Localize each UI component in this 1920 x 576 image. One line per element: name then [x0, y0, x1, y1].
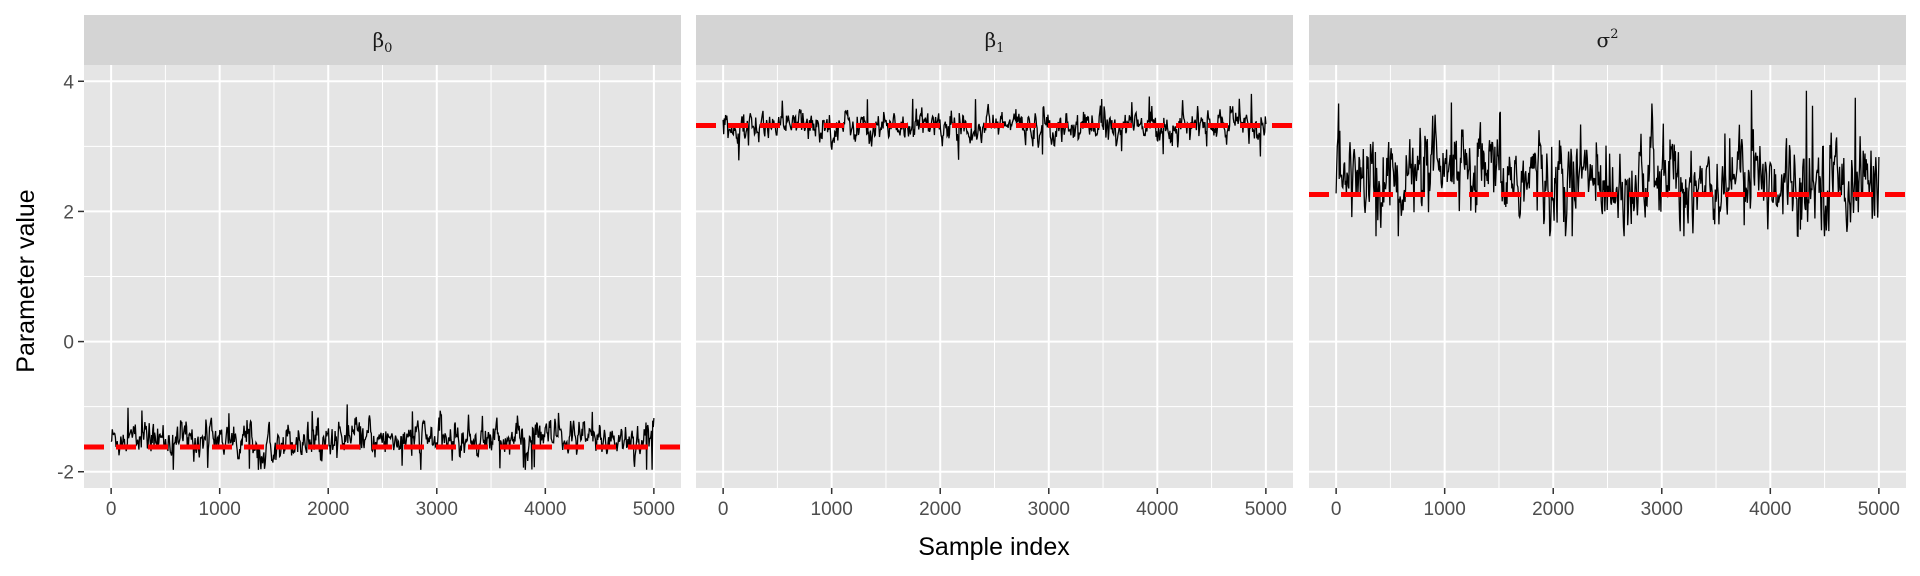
strip-label: β1: [985, 28, 1005, 56]
strip-header: [1309, 15, 1906, 65]
x-tick-label: 3000: [1028, 499, 1070, 520]
y-axis-title-text: Parameter value: [12, 189, 40, 372]
x-tick-label: 2000: [1532, 499, 1574, 520]
y-tick-label: 4: [63, 72, 74, 93]
strip-header: [696, 15, 1293, 65]
x-tick-label: 4000: [1136, 499, 1178, 520]
x-axis-title-text: Sample index: [918, 533, 1070, 561]
y-tick-label: 0: [63, 333, 74, 354]
strip-label: β0: [373, 28, 393, 56]
x-tick-label: 0: [106, 499, 117, 520]
x-tick-label: 5000: [633, 499, 675, 520]
strip-header: [84, 15, 681, 65]
x-tick-label: 1000: [199, 499, 241, 520]
x-tick-label: 3000: [1641, 499, 1683, 520]
trace-line: [1335, 90, 1880, 238]
panel-3: σ2 0 1000 2000 3000 4000 5000: [1309, 15, 1906, 520]
x-tick-label: 2000: [919, 499, 961, 520]
x-tick-label: 1000: [1424, 499, 1466, 520]
x-tick-label: 3000: [416, 499, 458, 520]
y-tick-label: -2: [57, 463, 74, 484]
panel-1: β0 0 1000 2000 3000 4000 5000 -2 0 2 4: [57, 15, 681, 520]
strip-label: σ2: [1597, 27, 1619, 52]
x-axis-title: Sample index: [918, 533, 1070, 561]
x-tick-label: 5000: [1245, 499, 1287, 520]
x-tick-label: 1000: [811, 499, 853, 520]
panel-2: β1 0 1000 2000 3000 4000 5000: [696, 15, 1293, 520]
panels-layer: β0 0 1000 2000 3000 4000 5000 -2 0 2 4 β1 0 1000 2000 3…: [57, 15, 1906, 520]
y-tick-label: 2: [63, 202, 74, 223]
y-axis-title: Parameter value: [12, 189, 40, 372]
x-tick-label: 0: [1331, 499, 1342, 520]
x-tick-label: 0: [718, 499, 729, 520]
x-tick-label: 4000: [524, 499, 566, 520]
x-tick-label: 4000: [1749, 499, 1791, 520]
x-tick-label: 2000: [307, 499, 349, 520]
x-tick-label: 5000: [1858, 499, 1900, 520]
trace-line: [110, 404, 655, 470]
